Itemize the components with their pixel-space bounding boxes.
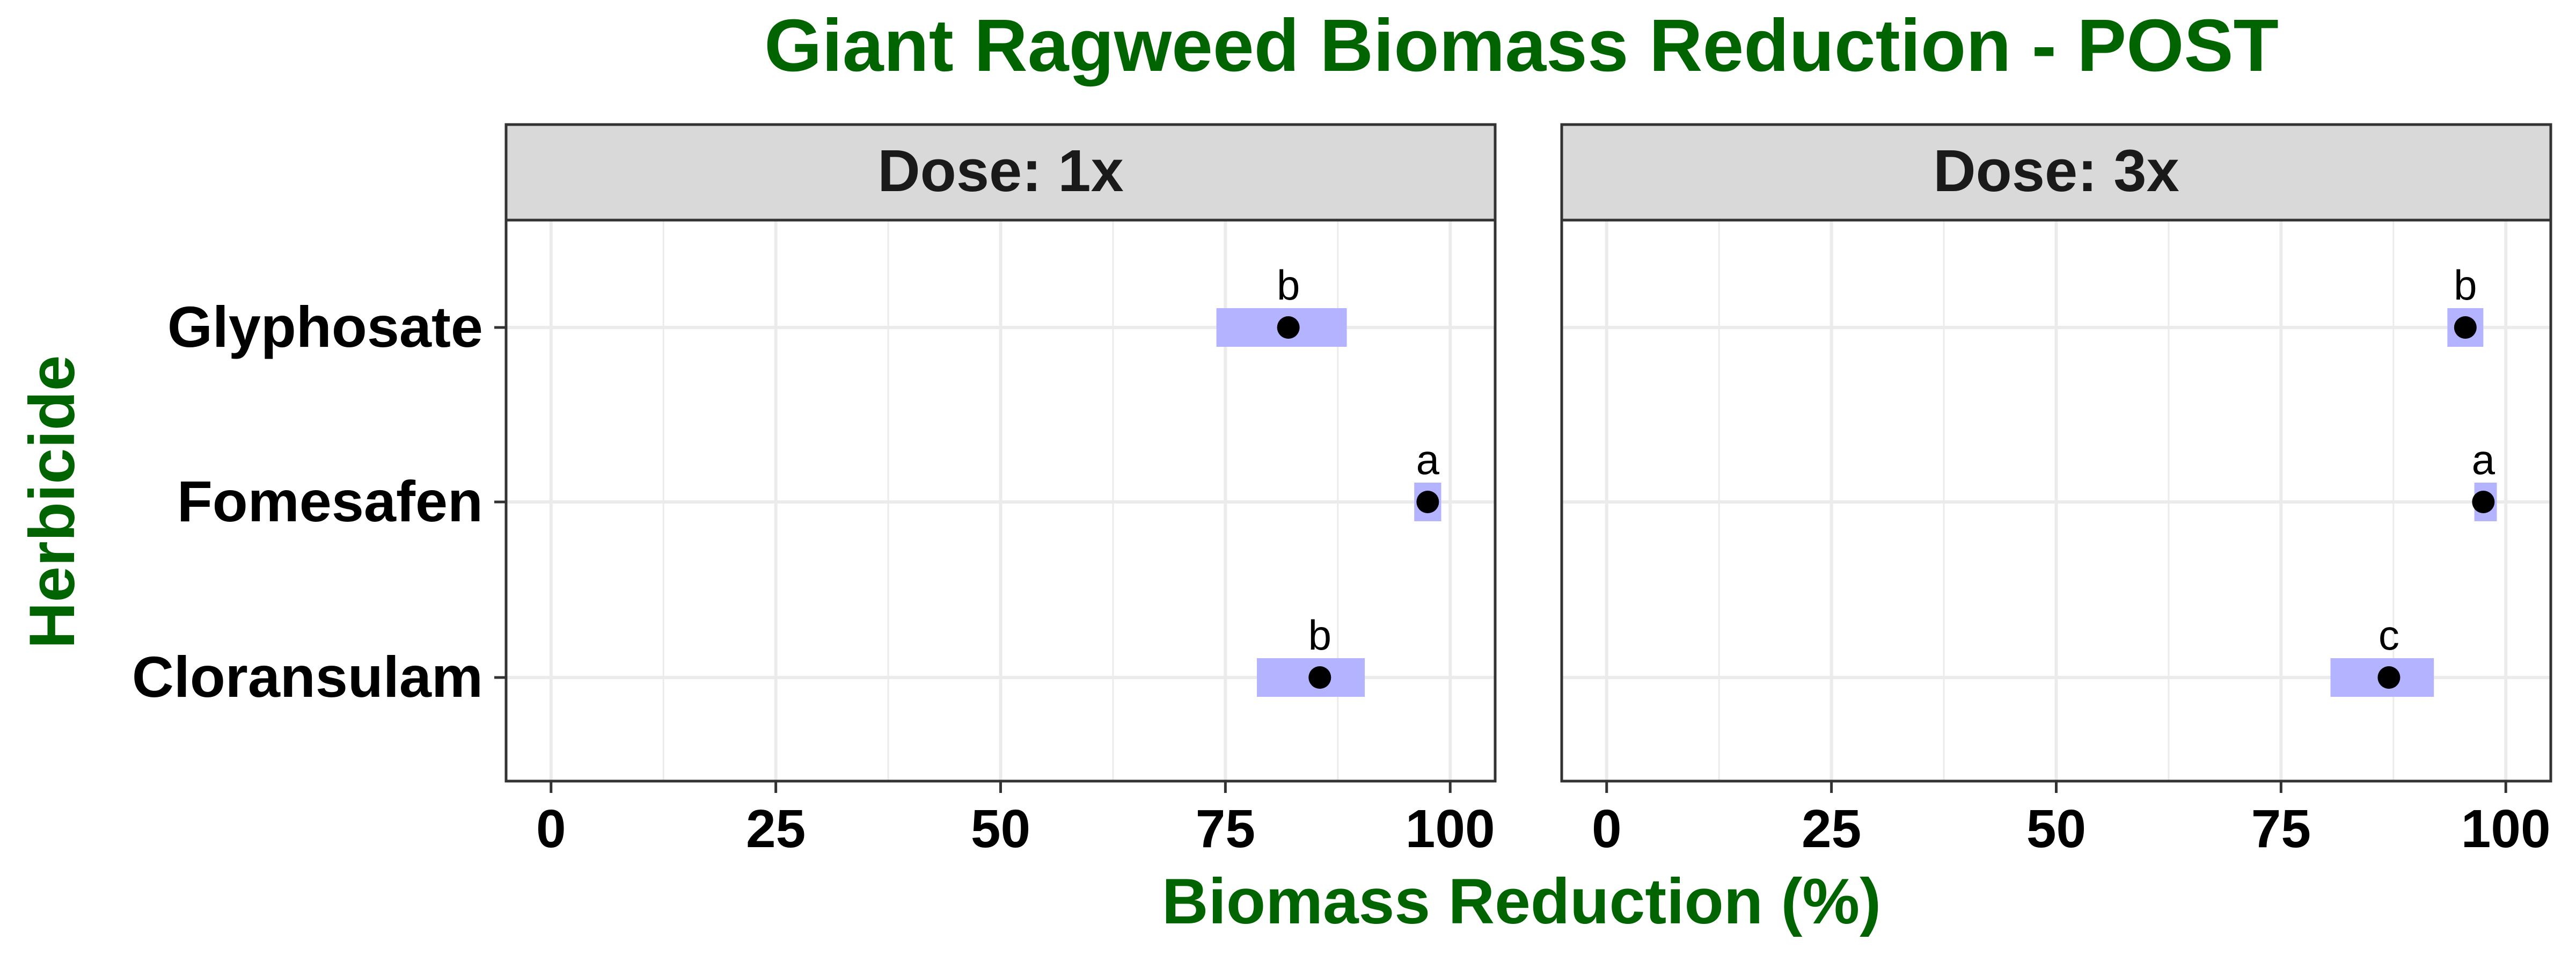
facet-strip [1560, 123, 2552, 222]
y-tick-label: Glyphosate [167, 294, 483, 359]
x-tick-label: 75 [1196, 799, 1255, 859]
x-axis-title: Biomass Reduction (%) [1162, 865, 1881, 937]
chart-title: Giant Ragweed Biomass Reduction - POST [764, 4, 2279, 87]
x-tick-label: 0 [536, 799, 566, 859]
facet-panel: Dose: 1x b a b 0 25 50 75 100 [504, 123, 1497, 859]
facet-strip-label: Dose: 3x [1933, 138, 2179, 204]
facet-strip-label: Dose: 1x [877, 138, 1124, 204]
x-tick-label: 50 [2026, 799, 2086, 859]
x-tick-label: 0 [1592, 799, 1622, 859]
group-letter-label: a [2472, 436, 2496, 483]
facets-layer: Dose: 1x b a b 0 25 50 75 100 Dose: 3x b a c 0 25 50 75 1… [132, 123, 2552, 859]
group-letter-label: b [1277, 261, 1300, 309]
y-axis-title: Herbicide [16, 355, 88, 649]
x-tick-label: 50 [971, 799, 1030, 859]
x-tick-label: 25 [746, 799, 806, 859]
data-point [2454, 316, 2477, 339]
x-tick-label: 25 [1802, 799, 1861, 859]
facet-strip [504, 123, 1497, 222]
data-point [1308, 666, 1331, 689]
x-tick-label: 75 [2251, 799, 2311, 859]
y-tick-label: Cloransulam [132, 644, 483, 709]
data-point [1416, 491, 1439, 513]
group-letter-label: c [2379, 611, 2399, 659]
data-point [1277, 316, 1300, 339]
facet-panel: Dose: 3x b a c 0 25 50 75 100 [1560, 123, 2552, 859]
y-tick-label: Fomesafen [177, 469, 483, 534]
group-letter-label: b [1308, 611, 1331, 659]
data-point [2472, 491, 2495, 513]
group-letter-label: a [1416, 436, 1440, 483]
data-point [2377, 666, 2401, 689]
x-tick-label: 100 [2461, 799, 2551, 859]
x-tick-label: 100 [1406, 799, 1495, 859]
group-letter-label: b [2454, 261, 2477, 309]
